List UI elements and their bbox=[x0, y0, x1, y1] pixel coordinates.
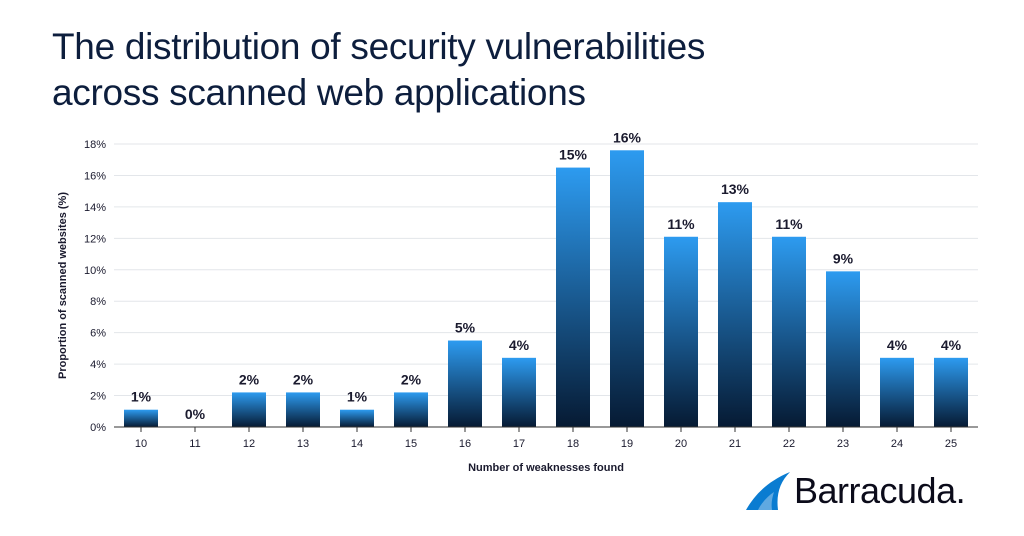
data-label: 2% bbox=[293, 371, 314, 387]
bar bbox=[934, 357, 968, 427]
y-tick-label: 2% bbox=[90, 391, 106, 403]
y-tick-label: 18% bbox=[84, 139, 106, 151]
data-label: 11% bbox=[775, 216, 803, 232]
y-tick-label: 6% bbox=[90, 328, 106, 340]
bar bbox=[826, 271, 860, 427]
title-line-1: The distribution of security vulnerabili… bbox=[52, 26, 706, 67]
y-tick-label: 16% bbox=[84, 170, 106, 182]
data-label: 5% bbox=[455, 320, 476, 336]
x-tick-label: 17 bbox=[513, 438, 525, 450]
bar bbox=[502, 357, 536, 427]
bar bbox=[610, 150, 644, 428]
bar bbox=[664, 236, 698, 427]
data-label: 4% bbox=[941, 337, 962, 353]
bar bbox=[556, 167, 590, 428]
x-tick-label: 25 bbox=[945, 438, 957, 450]
x-tick-label: 12 bbox=[243, 438, 255, 450]
data-labels: 1% 0% 2% 2% 1% 2% 5% 4% 15% 16% 11% 13% 11% 9% 4% 4% bbox=[131, 129, 962, 422]
x-tick-label: 23 bbox=[837, 438, 849, 450]
bar bbox=[232, 392, 266, 427]
x-axis-ticks: 10 11 12 13 14 15 16 17 18 19 20 21 22 23 24 25 bbox=[135, 427, 957, 450]
data-label: 4% bbox=[887, 337, 908, 353]
brand-name: Barracuda. bbox=[794, 470, 966, 511]
x-tick-label: 11 bbox=[189, 438, 200, 450]
data-label: 4% bbox=[509, 337, 530, 353]
x-tick-label: 19 bbox=[621, 438, 633, 450]
bar bbox=[286, 392, 320, 427]
data-label: 1% bbox=[347, 389, 368, 405]
x-tick-label: 16 bbox=[459, 438, 471, 450]
bars bbox=[124, 150, 968, 428]
data-label: 1% bbox=[131, 389, 152, 405]
bar bbox=[880, 357, 914, 427]
y-tick-label: 8% bbox=[90, 296, 106, 308]
bar bbox=[340, 409, 374, 427]
x-tick-label: 14 bbox=[351, 438, 363, 450]
data-label: 16% bbox=[613, 129, 642, 145]
x-tick-label: 20 bbox=[675, 438, 687, 450]
y-tick-label: 14% bbox=[84, 202, 106, 214]
x-tick-label: 24 bbox=[891, 438, 903, 450]
data-label: 0% bbox=[185, 406, 206, 422]
x-tick-label: 10 bbox=[135, 438, 147, 450]
bar bbox=[448, 340, 482, 427]
y-axis-ticks: 0% 2% 4% 6% 8% 10% 12% 14% 16% 18% bbox=[84, 139, 106, 434]
x-tick-label: 18 bbox=[567, 438, 579, 450]
barracuda-logo: Barracuda. bbox=[744, 468, 994, 514]
data-label: 2% bbox=[239, 371, 260, 387]
data-label: 9% bbox=[833, 250, 854, 266]
y-tick-label: 12% bbox=[84, 233, 106, 245]
y-axis-title: Proportion of scanned websites (%) bbox=[57, 192, 69, 379]
barracuda-wave-icon bbox=[746, 472, 790, 510]
x-tick-label: 15 bbox=[405, 438, 417, 450]
data-label: 15% bbox=[559, 147, 588, 163]
y-tick-label: 4% bbox=[90, 359, 106, 371]
x-tick-label: 22 bbox=[783, 438, 795, 450]
x-tick-label: 21 bbox=[729, 438, 741, 450]
x-axis-title: Number of weaknesses found bbox=[468, 462, 624, 474]
data-label: 13% bbox=[721, 181, 750, 197]
y-tick-label: 10% bbox=[84, 265, 106, 277]
page-title: The distribution of security vulnerabili… bbox=[52, 24, 952, 116]
data-label: 11% bbox=[667, 216, 695, 232]
bar bbox=[718, 202, 752, 427]
x-tick-label: 13 bbox=[297, 438, 309, 450]
y-tick-label: 0% bbox=[90, 422, 106, 434]
bar bbox=[124, 409, 158, 427]
title-line-2: across scanned web applications bbox=[52, 72, 586, 113]
bar bbox=[772, 236, 806, 427]
data-label: 2% bbox=[401, 371, 422, 387]
bar bbox=[394, 392, 428, 427]
